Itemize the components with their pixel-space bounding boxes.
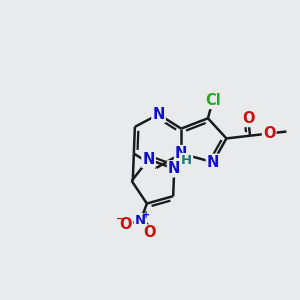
- Text: +: +: [142, 210, 150, 220]
- Text: O: O: [263, 126, 275, 141]
- Text: −: −: [116, 213, 124, 224]
- Text: O: O: [120, 217, 132, 232]
- Text: H: H: [181, 154, 192, 167]
- Text: N: N: [135, 214, 146, 227]
- Text: O: O: [143, 226, 156, 241]
- Text: N: N: [168, 161, 180, 176]
- Text: Cl: Cl: [205, 93, 220, 108]
- Text: N: N: [142, 152, 155, 167]
- Text: N: N: [207, 155, 219, 170]
- Text: N: N: [152, 107, 165, 122]
- Text: N: N: [175, 146, 188, 161]
- Text: O: O: [242, 111, 254, 126]
